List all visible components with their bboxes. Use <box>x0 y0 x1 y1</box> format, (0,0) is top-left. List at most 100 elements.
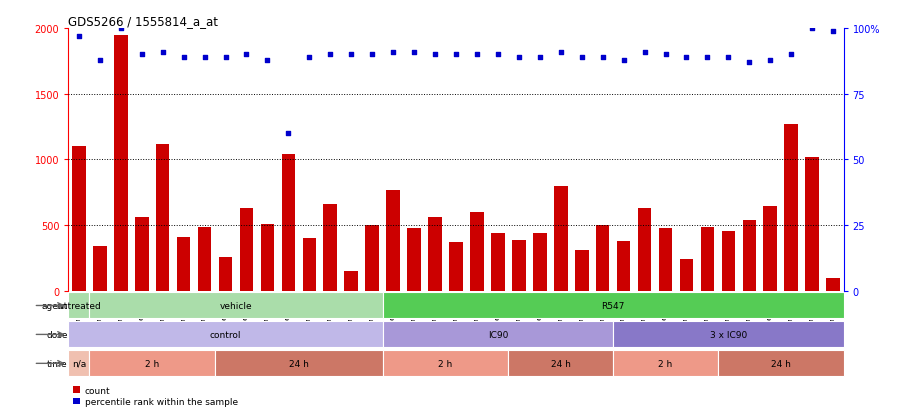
Text: GDS5266 / 1555814_a_at: GDS5266 / 1555814_a_at <box>68 15 218 28</box>
Bar <box>717 351 843 377</box>
Bar <box>511 240 525 291</box>
Text: GSM386235: GSM386235 <box>516 294 521 330</box>
Text: GSM386230: GSM386230 <box>641 294 646 330</box>
Text: GSM386243: GSM386243 <box>432 294 437 330</box>
Point <box>260 57 274 64</box>
Point <box>302 55 316 61</box>
Point <box>574 55 589 61</box>
Text: GSM386239: GSM386239 <box>599 294 605 330</box>
Point <box>155 49 169 56</box>
Text: GSM386251: GSM386251 <box>285 294 291 330</box>
Bar <box>261 224 274 291</box>
Point <box>532 55 547 61</box>
Point <box>218 55 232 61</box>
Bar <box>742 221 755 291</box>
Text: GSM386252: GSM386252 <box>306 294 312 330</box>
Point <box>343 52 358 59</box>
Bar <box>89 351 215 377</box>
Point <box>679 55 693 61</box>
Bar <box>344 272 358 291</box>
Text: GSM386227: GSM386227 <box>788 294 793 330</box>
Text: GSM386258: GSM386258 <box>181 294 186 330</box>
Point <box>742 60 756 66</box>
Text: GSM386259: GSM386259 <box>202 294 207 330</box>
Point <box>322 52 337 59</box>
Point <box>92 57 107 64</box>
Text: GSM386226: GSM386226 <box>767 294 772 330</box>
Bar <box>215 351 383 377</box>
Text: agent: agent <box>41 301 67 310</box>
Text: GSM386234: GSM386234 <box>725 294 730 330</box>
Text: GSM386232: GSM386232 <box>683 294 688 330</box>
Bar <box>679 260 692 291</box>
Text: 24 h: 24 h <box>550 359 570 368</box>
Bar <box>383 293 843 319</box>
Text: GSM386248: GSM386248 <box>97 294 102 330</box>
Text: GSM386256: GSM386256 <box>139 294 144 330</box>
Bar <box>177 237 190 291</box>
Point <box>804 26 819 32</box>
Text: GSM386244: GSM386244 <box>453 294 458 330</box>
Point <box>511 55 526 61</box>
Text: GSM386260: GSM386260 <box>223 294 228 330</box>
Bar <box>383 322 612 348</box>
Bar <box>407 228 421 291</box>
Point <box>721 55 735 61</box>
Point <box>700 55 714 61</box>
Text: time: time <box>47 359 67 368</box>
Text: 2 h: 2 h <box>145 359 159 368</box>
Text: GSM386253: GSM386253 <box>327 294 333 330</box>
Text: GSM386237: GSM386237 <box>558 294 563 330</box>
Bar <box>532 234 546 291</box>
Bar <box>595 226 609 291</box>
Text: IC90: IC90 <box>487 330 507 339</box>
Text: GSM386261: GSM386261 <box>244 294 249 330</box>
Text: GSM386241: GSM386241 <box>390 294 395 330</box>
Point <box>490 52 505 59</box>
Bar <box>825 278 839 291</box>
Bar <box>72 147 86 291</box>
Bar <box>135 218 148 291</box>
Point <box>616 57 630 64</box>
Bar <box>240 209 253 291</box>
Point <box>385 49 400 56</box>
Point <box>469 52 484 59</box>
Bar <box>612 322 843 348</box>
Text: GSM386247: GSM386247 <box>77 294 81 330</box>
Text: GSM386229: GSM386229 <box>830 294 834 330</box>
Point <box>406 49 421 56</box>
Text: vehicle: vehicle <box>220 301 252 310</box>
Bar <box>89 293 383 319</box>
Text: 2 h: 2 h <box>438 359 452 368</box>
Bar <box>68 322 383 348</box>
Text: 2 h: 2 h <box>658 359 672 368</box>
Bar <box>198 227 211 291</box>
Point <box>595 55 609 61</box>
Bar <box>763 206 776 291</box>
Bar <box>383 351 507 377</box>
Point <box>448 52 463 59</box>
Bar <box>470 213 483 291</box>
Point <box>553 49 568 56</box>
Text: GSM386231: GSM386231 <box>662 294 667 330</box>
Bar <box>553 186 567 291</box>
Bar <box>490 234 504 291</box>
Point <box>658 52 672 59</box>
Text: GSM386257: GSM386257 <box>160 294 165 330</box>
Bar <box>68 351 89 377</box>
Text: 24 h: 24 h <box>289 359 309 368</box>
Text: GSM386254: GSM386254 <box>348 294 353 330</box>
Text: GSM386238: GSM386238 <box>578 294 584 330</box>
Text: GSM386249: GSM386249 <box>118 294 123 330</box>
Point <box>825 28 840 35</box>
Bar <box>365 226 379 291</box>
Bar <box>219 257 232 291</box>
Text: R547: R547 <box>600 301 624 310</box>
Bar <box>507 351 612 377</box>
Bar <box>721 231 734 291</box>
Text: GSM386233: GSM386233 <box>704 294 709 330</box>
Point <box>197 55 211 61</box>
Text: GSM386245: GSM386245 <box>474 294 479 330</box>
Bar <box>658 228 671 291</box>
Point <box>783 52 798 59</box>
